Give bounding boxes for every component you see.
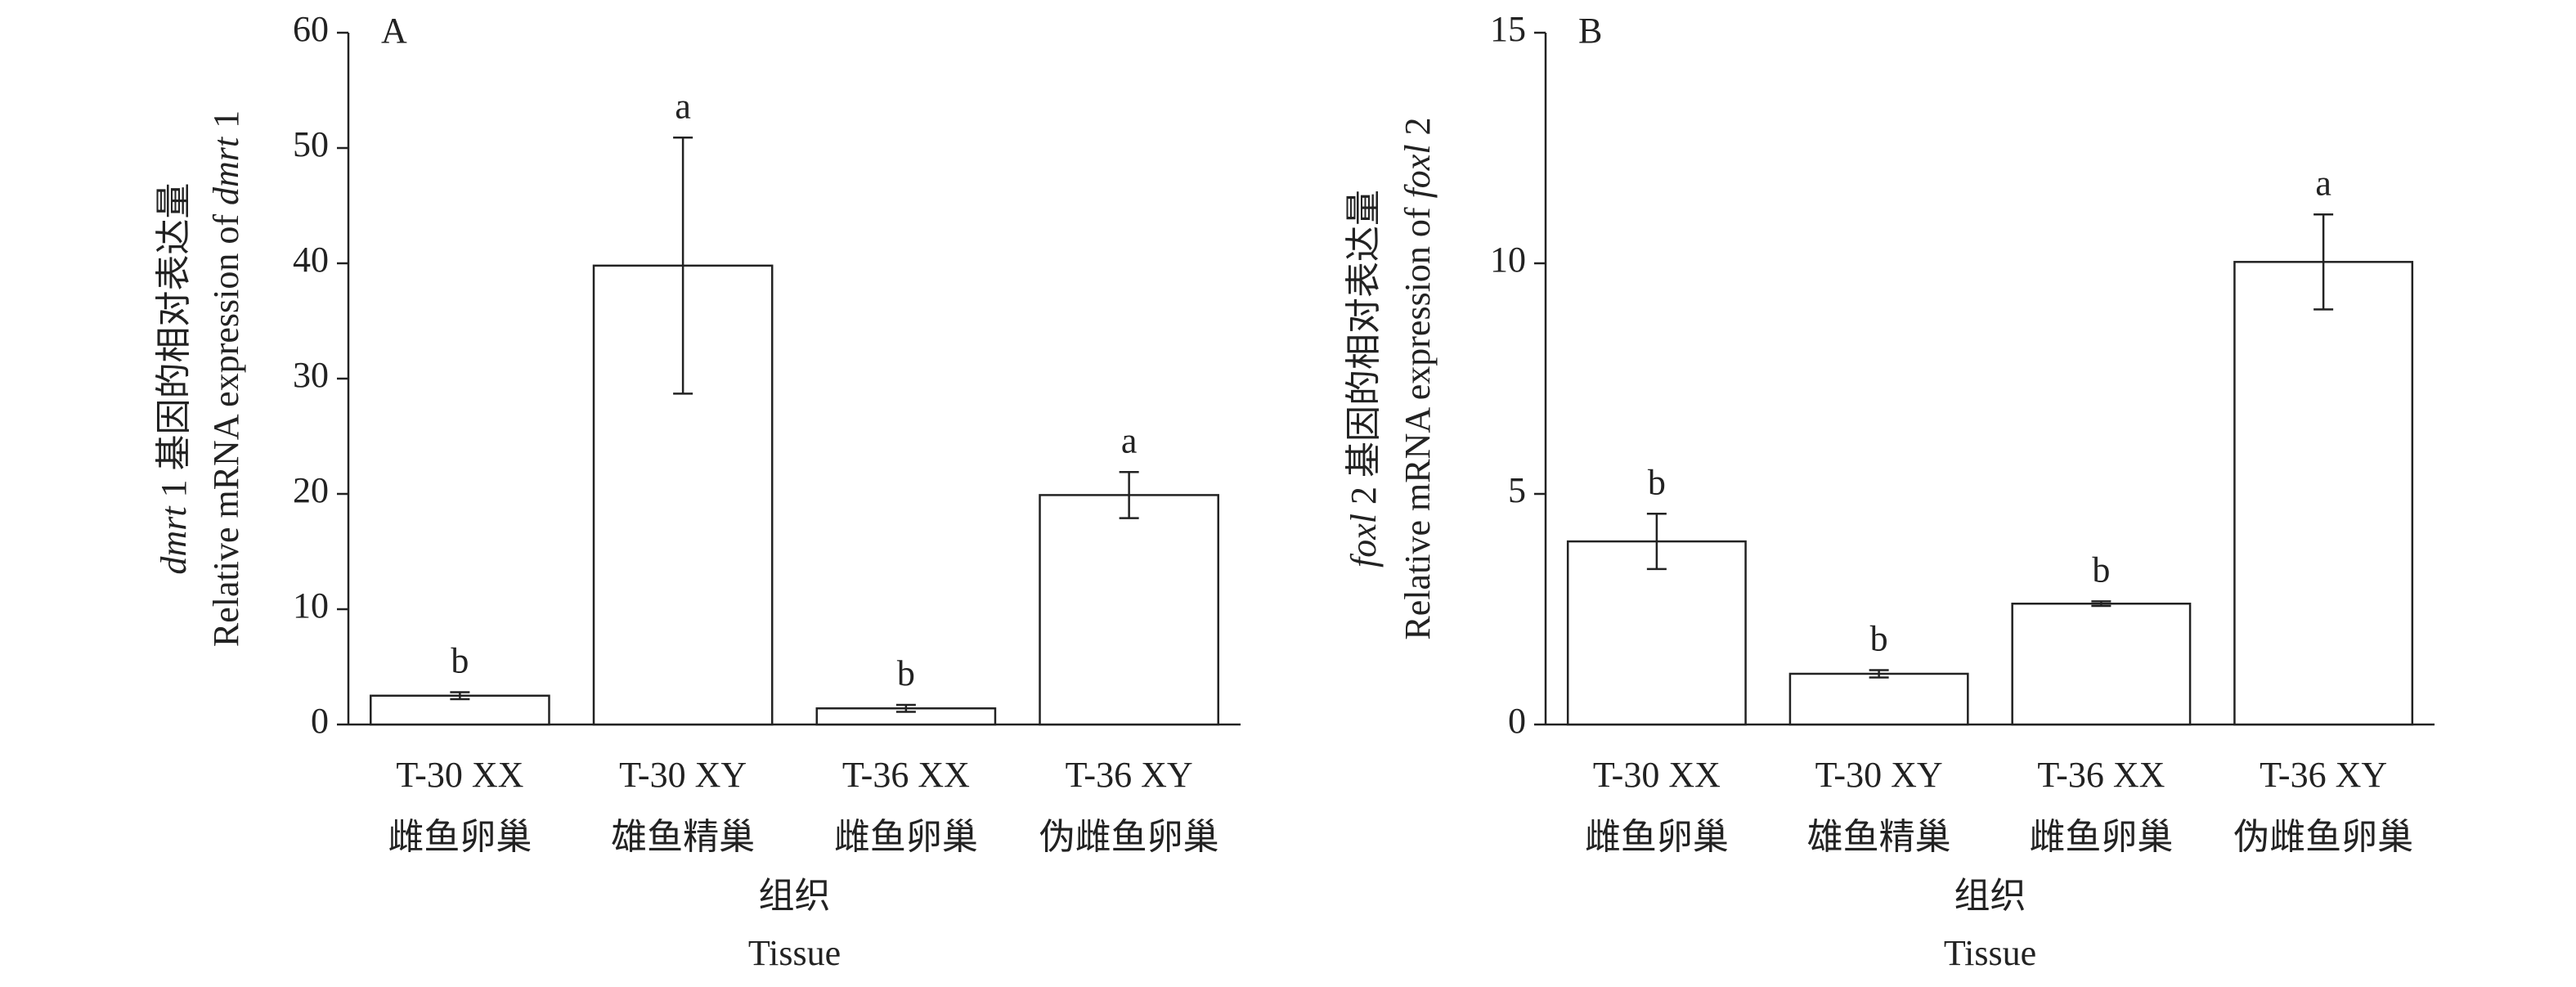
significance-label: b bbox=[1648, 462, 1666, 502]
bar bbox=[1788, 672, 1969, 726]
y-axis-label-part: 2 基因的相对表达量 bbox=[1344, 190, 1384, 514]
bar bbox=[1039, 494, 1219, 726]
x-tick-label: T-36 XX bbox=[842, 755, 970, 795]
x-tick-label: 伪雌鱼卵巢 bbox=[2233, 817, 2413, 857]
y-tick-label: 50 bbox=[293, 124, 329, 164]
x-tick-label: T-30 XX bbox=[1593, 755, 1721, 795]
x-axis-label: Tissue bbox=[748, 933, 841, 973]
x-axis-label: 组织 bbox=[1954, 876, 2026, 916]
x-tick-label: 雌鱼卵巢 bbox=[1585, 817, 1729, 857]
significance-label: b bbox=[897, 653, 915, 693]
y-axis-label-part: Relative mRNA expression of bbox=[206, 205, 246, 647]
y-tick-label: 5 bbox=[1508, 470, 1526, 510]
x-tick-label: T-36 XX bbox=[2037, 755, 2165, 795]
panel-label: B bbox=[1578, 11, 1602, 51]
y-axis-label: foxl 2 基因的相对表达量 bbox=[1344, 190, 1384, 568]
x-tick-label: T-30 XX bbox=[396, 755, 523, 795]
x-tick-label: T-36 XY bbox=[1066, 755, 1193, 795]
y-axis-label: Relative mRNA expression of dmrt 1 bbox=[206, 110, 246, 647]
y-axis-label-part: 2 bbox=[1398, 117, 1438, 144]
y-axis-label-part: foxl bbox=[1344, 514, 1384, 568]
y-tick-label: 60 bbox=[293, 9, 329, 49]
y-tick-label: 0 bbox=[1508, 701, 1526, 741]
y-axis-label-part: 1 基因的相对表达量 bbox=[154, 182, 194, 506]
x-tick-label: 雄鱼精巢 bbox=[611, 817, 755, 857]
bar bbox=[2233, 261, 2414, 726]
y-axis-label: Relative mRNA expression of foxl 2 bbox=[1398, 117, 1438, 639]
y-tick-label: 40 bbox=[293, 240, 329, 280]
significance-label: b bbox=[451, 641, 469, 681]
significance-label: b bbox=[1870, 619, 1888, 659]
y-tick-label: 10 bbox=[293, 585, 329, 626]
x-tick-label: 雌鱼卵巢 bbox=[2029, 817, 2173, 857]
y-axis-label: dmrt 1 基因的相对表达量 bbox=[154, 182, 194, 574]
x-tick-label: T-30 XY bbox=[619, 755, 747, 795]
y-tick-label: 20 bbox=[293, 470, 329, 510]
y-axis-label-part: Relative mRNA expression of bbox=[1398, 198, 1438, 639]
y-axis-label-part: dmrt bbox=[206, 136, 246, 205]
significance-label: a bbox=[1121, 420, 1138, 460]
x-axis-label: Tissue bbox=[1944, 933, 2036, 973]
x-tick-label: 伪雌鱼卵巢 bbox=[1039, 817, 1219, 857]
panel-label: A bbox=[381, 11, 407, 51]
x-tick-label: T-36 XY bbox=[2260, 755, 2387, 795]
x-tick-label: 雌鱼卵巢 bbox=[834, 817, 978, 857]
y-tick-label: 0 bbox=[311, 701, 329, 741]
x-axis-label: 组织 bbox=[759, 876, 831, 916]
bar bbox=[1566, 540, 1747, 726]
y-axis-label-part: 1 bbox=[206, 110, 246, 137]
y-tick-label: 30 bbox=[293, 355, 329, 395]
y-axis-label-part: dmrt bbox=[154, 505, 194, 575]
significance-label: b bbox=[2092, 550, 2110, 590]
y-axis-label-part: foxl bbox=[1398, 144, 1438, 198]
significance-label: a bbox=[675, 86, 691, 126]
y-tick-label: 10 bbox=[1490, 240, 1526, 280]
bar bbox=[2011, 602, 2192, 726]
x-tick-label: 雌鱼卵巢 bbox=[388, 817, 532, 857]
significance-label: a bbox=[2315, 163, 2331, 203]
x-tick-label: 雄鱼精巢 bbox=[1807, 817, 1951, 857]
y-tick-label: 15 bbox=[1490, 9, 1526, 49]
x-tick-label: T-30 XY bbox=[1815, 755, 1943, 795]
